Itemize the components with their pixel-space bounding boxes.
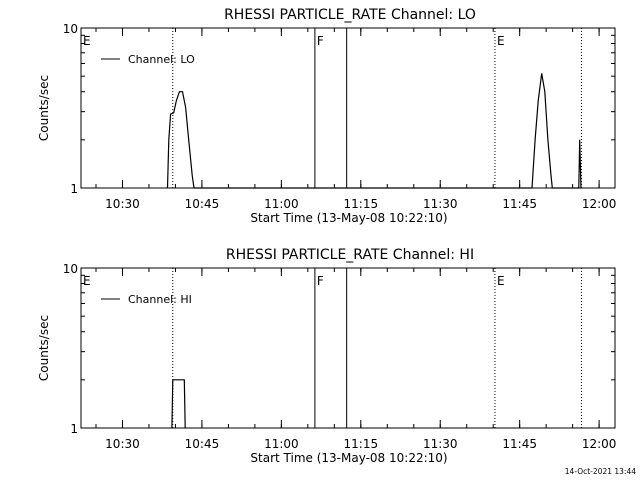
- y-tick-label: 10: [63, 22, 78, 36]
- y-axis-label: Counts/sec: [37, 75, 51, 141]
- x-axis-label: Start Time (13-May-08 10:22:10): [250, 211, 447, 225]
- x-tick-label: 12:00: [582, 437, 617, 451]
- x-tick-label: 11:30: [423, 197, 458, 211]
- footer-timestamp: 14-Oct-2021 13:44: [565, 467, 636, 476]
- event-marker-label: F: [317, 274, 324, 288]
- x-tick-label: 10:30: [105, 197, 140, 211]
- x-tick-label: 10:45: [185, 437, 220, 451]
- x-tick-label: 10:30: [105, 437, 140, 451]
- x-tick-label: 10:45: [185, 197, 220, 211]
- y-tick-label: 1: [70, 422, 78, 436]
- event-marker-label: E: [83, 274, 91, 288]
- x-tick-label: 11:45: [502, 197, 537, 211]
- x-tick-label: 11:30: [423, 437, 458, 451]
- x-tick-label: 11:15: [344, 437, 379, 451]
- plot-frame: [80, 267, 616, 429]
- y-tick-label: 1: [70, 182, 78, 196]
- chart-title: RHESSI PARTICLE_RATE Channel: LO: [224, 7, 476, 23]
- x-tick-label: 11:00: [264, 197, 299, 211]
- y-axis-label: Counts/sec: [37, 315, 51, 381]
- x-axis-label: Start Time (13-May-08 10:22:10): [250, 451, 447, 465]
- y-tick-label: 10: [63, 262, 78, 276]
- event-marker-label: F: [317, 34, 324, 48]
- legend-label: Channel: LO: [128, 53, 195, 66]
- event-marker-label: E: [497, 34, 505, 48]
- series-line: [171, 379, 186, 429]
- lo-channel-panel: RHESSI PARTICLE_RATE Channel: LO 1 10 Count…: [37, 7, 616, 225]
- chart-title: RHESSI PARTICLE_RATE Channel: HI: [226, 247, 474, 263]
- x-tick-label: 11:00: [264, 437, 299, 451]
- legend-label: Channel: HI: [128, 293, 192, 306]
- x-tick-label: 11:15: [344, 197, 379, 211]
- hi-channel-panel: RHESSI PARTICLE_RATE Channel: HI 1 10 Count…: [37, 247, 616, 465]
- series-line: [166, 73, 582, 189]
- x-tick-label: 11:45: [502, 437, 537, 451]
- event-marker-label: E: [83, 34, 91, 48]
- x-tick-label: 12:00: [582, 197, 617, 211]
- event-marker-label: E: [497, 274, 505, 288]
